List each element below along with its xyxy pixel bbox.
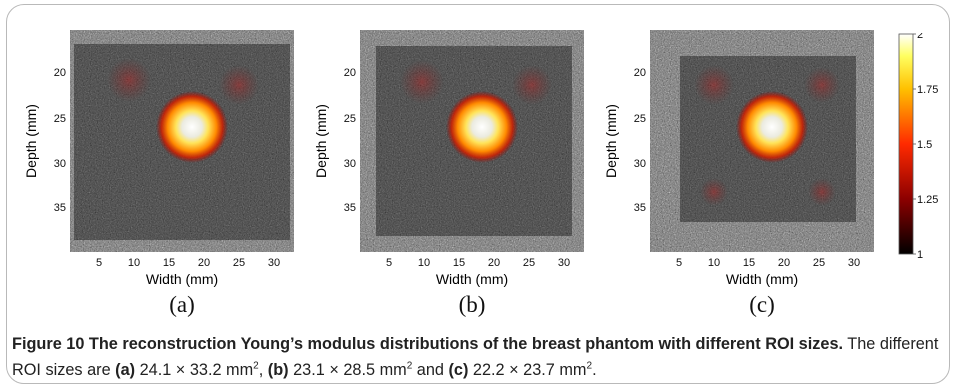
y-axis-label: Depth (mm)	[603, 104, 619, 178]
colorbar-tick: 1	[917, 249, 923, 261]
colorbar-tick: 1.75	[917, 84, 938, 96]
caption-c-value: 22.2 × 23.7 mm	[468, 361, 587, 379]
y-axis-label: Depth (mm)	[313, 104, 329, 178]
y-tick: 25	[344, 113, 356, 125]
panel-c: 20 25 30 35 5 10 15 20 25 30 Width (mm) …	[594, 30, 884, 297]
caption-title: Figure 10 The reconstruction Young’s mod…	[12, 335, 844, 353]
y-tick: 35	[344, 202, 356, 214]
x-tick: 5	[386, 257, 392, 269]
y-tick: 35	[54, 202, 66, 214]
figure-caption: Figure 10 The reconstruction Young’s mod…	[0, 331, 958, 383]
x-tick: 20	[198, 257, 210, 269]
faint-region	[694, 65, 734, 105]
x-tick: 20	[488, 257, 500, 269]
x-axis-label: Width (mm)	[726, 271, 798, 287]
x-axis-label: Width (mm)	[436, 271, 508, 287]
panel-b-label: (b)	[458, 292, 486, 317]
colorbar-tick: 2	[917, 33, 923, 41]
x-tick: 25	[813, 257, 825, 269]
caption-b-value: 23.1 × 28.5 mm	[288, 361, 407, 379]
faint-region	[804, 67, 840, 103]
caption-c-label: (c)	[448, 361, 469, 379]
panel-c-label: (c)	[749, 292, 775, 317]
inclusion-map	[736, 91, 808, 163]
caption-period: .	[592, 361, 597, 379]
x-tick: 5	[676, 257, 682, 269]
caption-a-sup: 2	[253, 360, 259, 372]
y-tick: 30	[54, 158, 66, 170]
y-tick: 20	[344, 67, 356, 79]
x-tick: 5	[96, 257, 102, 269]
y-tick: 35	[634, 202, 646, 214]
y-tick: 20	[54, 67, 66, 79]
x-tick: 10	[708, 257, 720, 269]
colorbar-gradient	[898, 33, 914, 255]
y-tick: 30	[344, 158, 356, 170]
caption-c-sup: 2	[586, 360, 593, 372]
caption-b-label: (b)	[267, 361, 289, 379]
y-tick: 25	[634, 113, 646, 125]
x-axis-label: Width (mm)	[146, 271, 218, 287]
x-tick: 15	[743, 257, 755, 269]
x-tick: 10	[418, 257, 430, 269]
x-tick: 20	[778, 257, 790, 269]
colorbar-tick: 1.5	[917, 139, 932, 151]
faint-region	[808, 178, 836, 206]
y-tick: 30	[634, 158, 646, 170]
faint-region	[700, 178, 728, 206]
x-tick: 30	[558, 257, 570, 269]
panel-c-plot: 20 25 30 35 5 10 15 20 25 30 Width (mm) …	[603, 30, 874, 287]
y-axis-label: Depth (mm)	[23, 104, 39, 178]
panel-a: 20 25 30 35 5 10 15 20 25 30 Width (mm) …	[14, 30, 304, 297]
figure-frame	[6, 4, 950, 384]
caption-intro: The different ROI sizes are	[12, 335, 939, 379]
y-tick: 20	[634, 67, 646, 79]
x-tick: 30	[268, 257, 280, 269]
panel-a-plot: 20 25 30 35 5 10 15 20 25 30 Width (mm) …	[23, 30, 294, 287]
faint-region	[400, 60, 444, 104]
inclusion-map	[156, 91, 228, 163]
caption-a-label: (a)	[115, 361, 136, 379]
inclusion-map	[446, 91, 518, 163]
panel-b: 20 25 30 35 5 10 15 20 25 30 Width (mm) …	[304, 30, 594, 297]
x-tick: 30	[848, 257, 860, 269]
faint-region	[219, 65, 259, 105]
x-tick: 25	[523, 257, 535, 269]
faint-region	[107, 58, 151, 102]
panel-a-label: (a)	[169, 292, 195, 317]
caption-b-sup: 2	[406, 360, 413, 372]
colorbar-svg: 2 1.75 1.5 1.25 1	[898, 29, 938, 261]
panel-b-plot: 20 25 30 35 5 10 15 20 25 30 Width (mm) …	[313, 30, 584, 287]
y-tick: 25	[54, 113, 66, 125]
caption-a-value: 24.1 × 33.2 mm	[135, 361, 254, 379]
x-tick: 10	[128, 257, 140, 269]
x-tick: 15	[163, 257, 175, 269]
colorbar-tick: 1.25	[917, 194, 938, 206]
x-tick: 15	[453, 257, 465, 269]
caption-comma: ,	[258, 361, 264, 379]
faint-region	[512, 65, 552, 105]
colorbar: 2 1.75 1.5 1.25 1	[897, 29, 953, 273]
x-tick: 25	[233, 257, 245, 269]
caption-and: and	[412, 361, 449, 379]
